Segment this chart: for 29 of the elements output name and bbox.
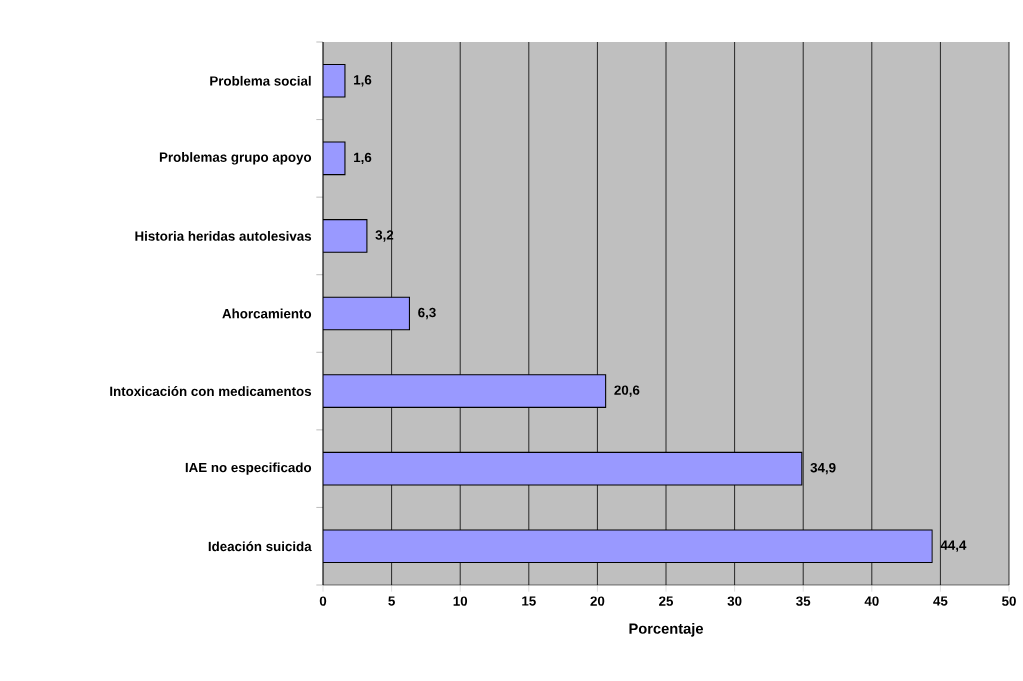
x-tick-label: 10 xyxy=(453,596,468,606)
y-tick-label: Ahorcamiento xyxy=(222,308,312,319)
x-tick-label: 15 xyxy=(522,596,536,606)
y-tick-label: IAE no especificado xyxy=(185,462,312,475)
x-tick-label: 50 xyxy=(1002,596,1016,606)
y-tick-label: Problemas grupo apoyo xyxy=(159,152,312,165)
x-tick-label: 45 xyxy=(933,596,948,606)
data-label: 20,6 xyxy=(614,385,640,397)
x-tick-label: 35 xyxy=(796,596,811,606)
x-axis-title: Porcentaje xyxy=(629,623,703,637)
bar xyxy=(323,451,803,486)
bar xyxy=(323,296,410,331)
y-tick-label: Historia heridas autolesivas xyxy=(135,231,312,241)
x-tick-label: 40 xyxy=(864,596,879,606)
x-tick-label: 25 xyxy=(659,596,674,606)
x-tick-label: 0 xyxy=(319,596,327,606)
x-tick-label: 5 xyxy=(388,596,395,606)
data-label: 1,6 xyxy=(354,152,372,165)
data-label: 34,9 xyxy=(810,462,836,475)
x-tick-label: 30 xyxy=(727,596,742,606)
bar xyxy=(323,219,368,253)
y-tick-label: Intoxicación con medicamentos xyxy=(110,386,312,397)
y-tick-label: Ideación suicida xyxy=(208,541,312,552)
bar xyxy=(323,529,933,564)
bar xyxy=(323,374,607,408)
y-tick-label: Problema social xyxy=(210,75,311,86)
data-label: 6,3 xyxy=(418,307,436,320)
x-tick-label: 20 xyxy=(590,596,605,606)
data-label: 1,6 xyxy=(354,75,372,87)
